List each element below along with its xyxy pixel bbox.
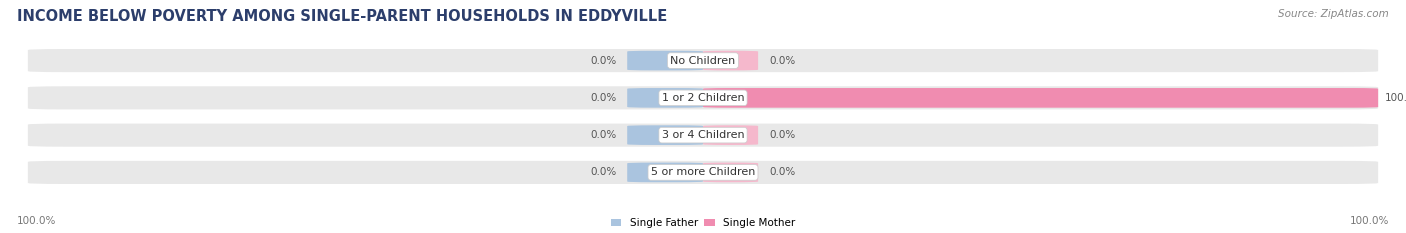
Text: No Children: No Children	[671, 56, 735, 65]
Text: Source: ZipAtlas.com: Source: ZipAtlas.com	[1278, 9, 1389, 19]
FancyBboxPatch shape	[703, 163, 758, 182]
FancyBboxPatch shape	[627, 51, 703, 70]
Text: 5 or more Children: 5 or more Children	[651, 168, 755, 177]
FancyBboxPatch shape	[703, 125, 758, 145]
FancyBboxPatch shape	[627, 88, 703, 108]
FancyBboxPatch shape	[28, 49, 1378, 72]
Text: 100.0%: 100.0%	[1385, 93, 1406, 103]
FancyBboxPatch shape	[703, 88, 1378, 108]
Text: 0.0%: 0.0%	[769, 56, 796, 65]
Text: 100.0%: 100.0%	[17, 216, 56, 226]
Text: 0.0%: 0.0%	[591, 130, 616, 140]
FancyBboxPatch shape	[627, 125, 703, 145]
Text: INCOME BELOW POVERTY AMONG SINGLE-PARENT HOUSEHOLDS IN EDDYVILLE: INCOME BELOW POVERTY AMONG SINGLE-PARENT…	[17, 9, 666, 24]
FancyBboxPatch shape	[28, 161, 1378, 184]
Text: 0.0%: 0.0%	[769, 130, 796, 140]
FancyBboxPatch shape	[28, 86, 1378, 110]
Text: 100.0%: 100.0%	[1350, 216, 1389, 226]
Text: 0.0%: 0.0%	[769, 168, 796, 177]
Legend: Single Father, Single Mother: Single Father, Single Mother	[610, 218, 796, 228]
Text: 3 or 4 Children: 3 or 4 Children	[662, 130, 744, 140]
Text: 1 or 2 Children: 1 or 2 Children	[662, 93, 744, 103]
Text: 0.0%: 0.0%	[591, 56, 616, 65]
FancyBboxPatch shape	[28, 123, 1378, 147]
FancyBboxPatch shape	[703, 51, 758, 70]
Text: 0.0%: 0.0%	[591, 93, 616, 103]
FancyBboxPatch shape	[627, 163, 703, 182]
Text: 0.0%: 0.0%	[591, 168, 616, 177]
